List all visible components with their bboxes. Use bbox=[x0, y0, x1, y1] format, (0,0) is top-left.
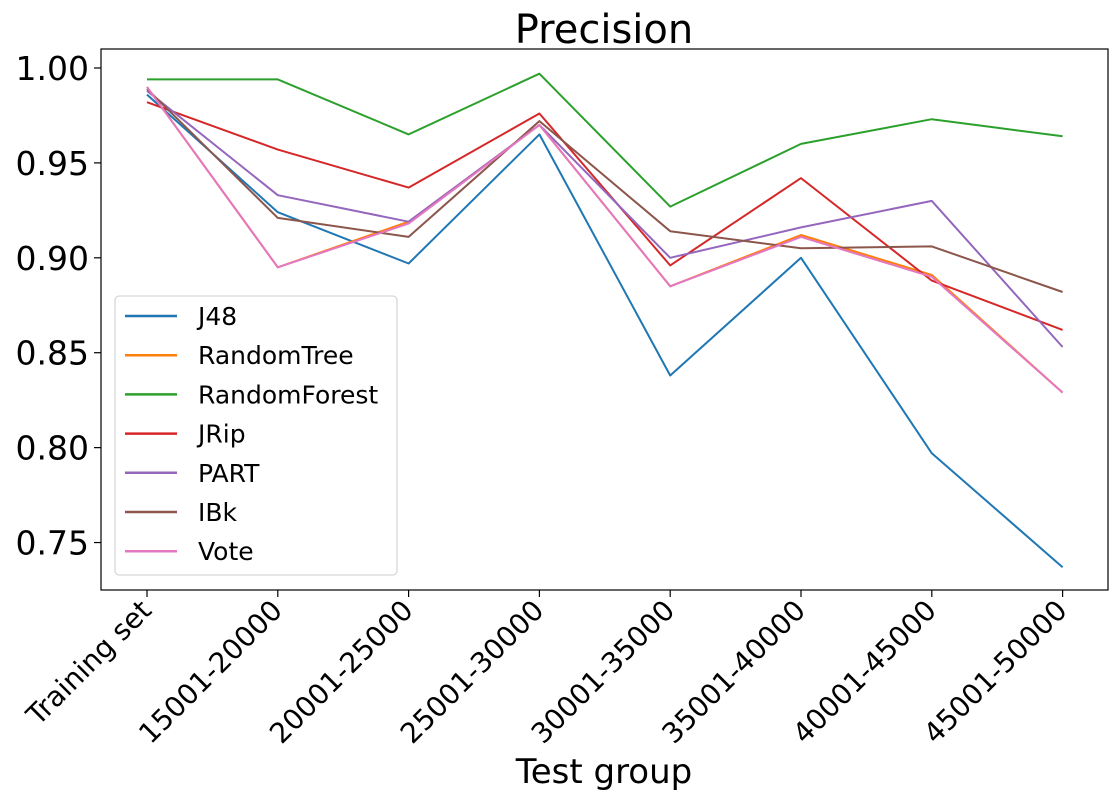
y-axis: 0.75 0.80 0.85 0.90 0.95 1.00 bbox=[16, 49, 101, 563]
y-tick-label: 0.75 bbox=[16, 524, 89, 563]
series-line-ibk bbox=[146, 88, 1063, 293]
series-line-vote bbox=[146, 86, 1064, 394]
series-layer bbox=[146, 72, 1064, 568]
legend-label: RandomTree bbox=[198, 341, 354, 370]
legend-label: JRip bbox=[196, 420, 246, 449]
legend-box bbox=[114, 295, 398, 576]
y-tick-label: 0.95 bbox=[16, 144, 89, 183]
series-line-jrip bbox=[146, 101, 1063, 331]
chart-title: Precision bbox=[515, 7, 693, 53]
y-tick-label: 0.90 bbox=[16, 239, 89, 278]
series-line-randomforest bbox=[147, 72, 1063, 208]
series-line-part bbox=[146, 90, 1064, 348]
legend: J48 RandomTree RandomForest JRip PART IBk Vote bbox=[114, 295, 398, 576]
y-tick-label: 0.85 bbox=[16, 334, 89, 373]
plot-frame bbox=[100, 48, 1109, 591]
x-axis-label: Test group bbox=[515, 752, 693, 792]
y-tick-label: 0.80 bbox=[16, 429, 89, 468]
legend-label: PART bbox=[198, 459, 260, 488]
x-axis: Training set15001-2000020001-2500025001-… bbox=[19, 590, 1074, 750]
legend-label: IBk bbox=[198, 498, 238, 527]
legend-label: Vote bbox=[198, 537, 254, 566]
y-tick-label: 1.00 bbox=[16, 49, 89, 88]
legend-label: J48 bbox=[196, 302, 237, 331]
x-tick-label: Training set bbox=[19, 594, 158, 733]
legend-label: RandomForest bbox=[198, 380, 378, 409]
